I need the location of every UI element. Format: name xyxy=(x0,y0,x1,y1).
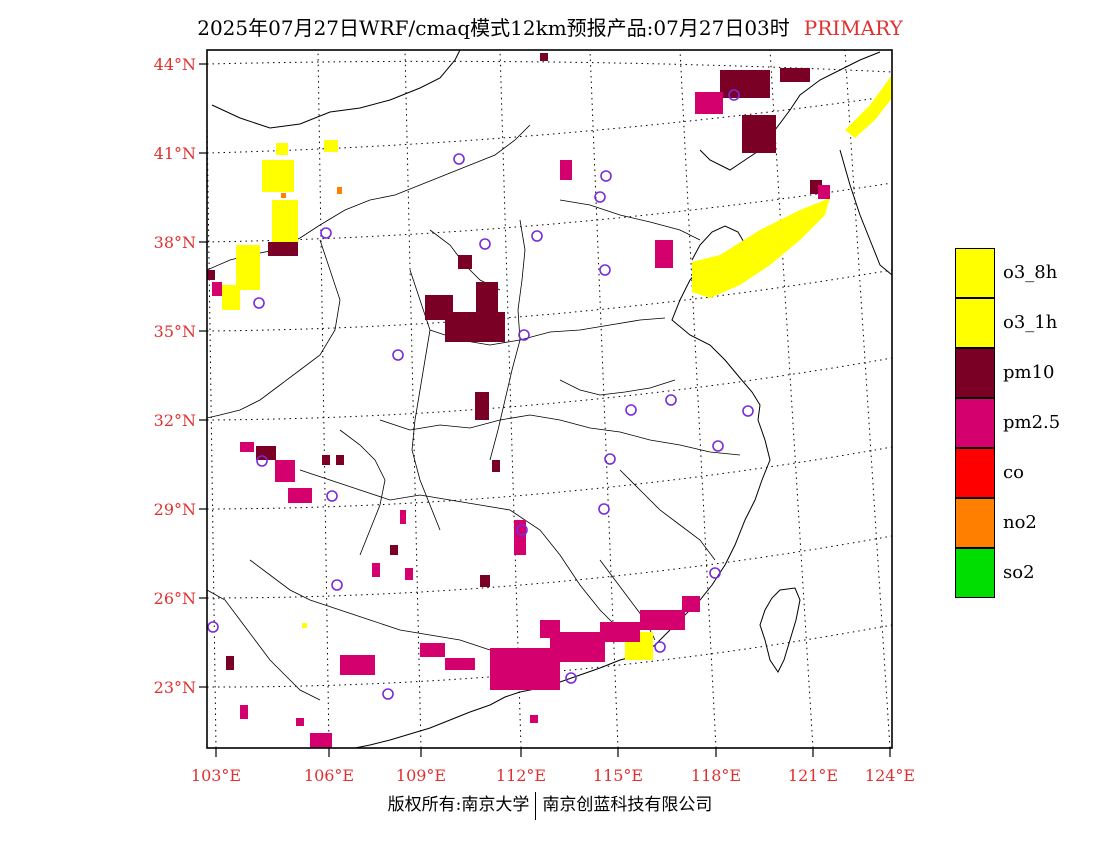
legend-label: so2 xyxy=(1003,562,1035,583)
legend-swatch xyxy=(955,298,995,348)
legend-swatch xyxy=(955,348,995,398)
no2-patches xyxy=(281,187,342,198)
lon-label-124e: 124°E xyxy=(864,766,916,785)
lat-label-26n: 26°N xyxy=(153,589,196,608)
latitude-gridlines xyxy=(207,60,892,688)
lon-label-121e: 121°E xyxy=(787,766,839,785)
lat-label-35n: 35°N xyxy=(153,322,196,341)
lon-label-109e: 109°E xyxy=(395,766,447,785)
primary-tag: PRIMARY xyxy=(803,16,903,40)
lon-label-103e: 103°E xyxy=(190,766,242,785)
tick-marks xyxy=(199,63,891,757)
longitude-gridlines xyxy=(207,50,891,748)
lon-label-106e: 106°E xyxy=(303,766,355,785)
map-frame xyxy=(206,49,893,749)
legend-swatch xyxy=(955,498,995,548)
lon-label-115e: 115°E xyxy=(592,766,644,785)
ozone-patches xyxy=(222,75,892,660)
lon-label-118e: 118°E xyxy=(690,766,742,785)
legend-swatch xyxy=(955,248,995,298)
city-markers xyxy=(207,89,754,700)
footer-divider xyxy=(535,791,537,820)
legend-label: o3_8h xyxy=(1003,262,1058,283)
lat-label-44n: 44°N xyxy=(153,55,196,74)
legend-label: o3_1h xyxy=(1003,312,1058,333)
lon-label-112e: 112°E xyxy=(495,766,547,785)
pm25-patches xyxy=(212,92,830,748)
legend-label: co xyxy=(1003,462,1024,483)
legend-swatch xyxy=(955,398,995,448)
pm10-patches xyxy=(207,53,822,670)
lat-label-41n: 41°N xyxy=(153,144,196,163)
legend-label: pm10 xyxy=(1003,362,1055,383)
lat-label-23n: 23°N xyxy=(153,678,196,697)
lat-label-32n: 32°N xyxy=(153,411,196,430)
copyright-company: 南京创蓝科技有限公司 xyxy=(542,795,713,815)
legend-label: no2 xyxy=(1003,512,1037,533)
copyright-footer: 版权所有:南京大学 南京创蓝科技有限公司 xyxy=(0,790,1100,820)
legend-label: pm2.5 xyxy=(1003,412,1061,433)
legend-swatch xyxy=(955,548,995,598)
title-text: 2025年07月27日WRF/cmaq模式12km预报产品:07月27日03时 xyxy=(197,16,790,40)
legend-swatch xyxy=(955,448,995,498)
copyright-owner: 版权所有:南京大学 xyxy=(387,795,530,815)
map-title: 2025年07月27日WRF/cmaq模式12km预报产品:07月27日03时 P… xyxy=(0,12,1100,41)
lat-label-29n: 29°N xyxy=(153,500,196,519)
lat-label-38n: 38°N xyxy=(153,233,196,252)
